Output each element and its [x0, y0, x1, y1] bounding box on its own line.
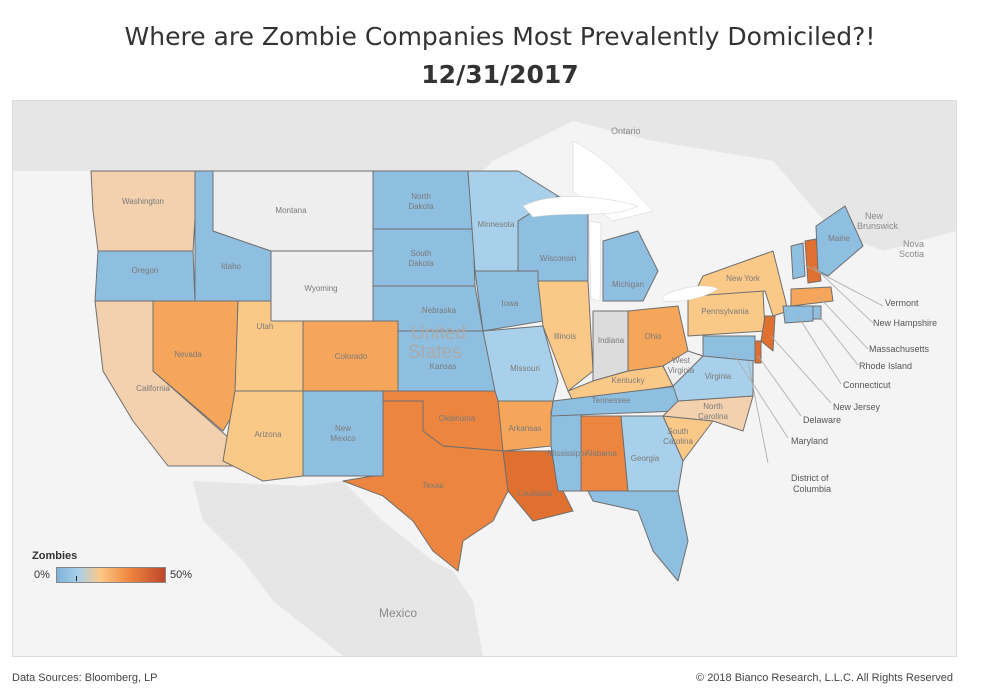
label-state-NE: Nebraska [422, 306, 457, 315]
state-IL[interactable] [537, 280, 594, 392]
label-state-WV-2: Virginia [668, 366, 695, 375]
label-state-UT: Utah [257, 322, 274, 331]
label-state-CA: California [136, 384, 170, 393]
color-legend: Zombies 0% 50% [28, 550, 228, 590]
state-FL[interactable] [587, 490, 689, 582]
label-state-MN: Minnesota [478, 220, 515, 229]
label-state-MS: Mississippi [548, 449, 587, 458]
label-state-NV: Nevada [174, 350, 202, 359]
callout-maryland: Maryland [791, 436, 828, 446]
label-state-IL: Illinois [554, 332, 576, 341]
label-state-MI: Michigan [612, 280, 644, 289]
lake-superior [522, 196, 639, 218]
state-MD[interactable] [702, 335, 756, 362]
label-state-AL: Alabama [585, 449, 617, 458]
callout-dc-line1: District of [791, 473, 829, 483]
state-VT[interactable] [790, 242, 806, 280]
label-nova-scotia-2: Scotia [899, 249, 924, 259]
label-state-NM-1: New [335, 424, 351, 433]
legend-min-label: 0% [34, 569, 50, 581]
label-state-AR: Arkansas [508, 424, 541, 433]
label-united-states-2: States [408, 342, 462, 363]
label-state-MT: Montana [275, 206, 307, 215]
callout-connecticut: Connecticut [843, 380, 891, 390]
label-new-brunswick-2: Brunswick [857, 221, 899, 231]
lake-erie [662, 285, 719, 302]
label-state-WI: Wisconsin [540, 254, 576, 263]
label-nova-scotia-1: Nova [903, 239, 924, 249]
canada-land [13, 101, 956, 251]
legend-max-label: 50% [170, 569, 193, 581]
label-state-NY: New York [726, 274, 761, 283]
label-state-SC-1: South [668, 427, 689, 436]
callout-dc-line2: Columbia [793, 484, 831, 494]
label-state-KS: Kansas [430, 362, 457, 371]
label-state-ME: Maine [828, 234, 850, 243]
data-source-note: Data Sources: Bloomberg, LP [12, 672, 158, 684]
state-IN[interactable] [592, 310, 629, 382]
label-state-WY: Wyoming [304, 284, 337, 293]
label-state-GA: Georgia [631, 454, 660, 463]
state-WA[interactable] [90, 170, 199, 252]
label-state-WA: Washington [122, 197, 164, 206]
copyright-note: © 2018 Bianco Research, L.L.C. All Right… [696, 672, 953, 684]
callout-rhode-island: Rhode Island [859, 361, 912, 371]
label-state-IA: Iowa [502, 299, 519, 308]
label-state-ID: Idaho [221, 262, 242, 271]
label-state-SC-2: Carolina [663, 437, 693, 446]
label-new-brunswick-1: New [865, 211, 884, 221]
label-state-NC-1: North [703, 402, 723, 411]
state-GA[interactable] [620, 415, 684, 492]
map-canvas[interactable]: Ontario New Brunswick Nova Scotia United… [12, 100, 957, 657]
state-LA[interactable] [502, 450, 574, 522]
label-united-states-1: United [411, 323, 466, 344]
state-TX[interactable] [342, 400, 509, 572]
state-OR[interactable] [94, 250, 196, 302]
label-ontario: Ontario [611, 126, 641, 136]
label-state-ND-2: Dakota [408, 202, 434, 211]
label-state-NC-2: Carolina [698, 412, 728, 421]
label-state-VA: Virginia [705, 372, 732, 381]
label-state-OR: Oregon [132, 266, 159, 275]
state-ME[interactable] [815, 205, 864, 277]
label-state-ND-1: North [411, 192, 431, 201]
state-CT[interactable] [782, 305, 814, 324]
label-state-NM-2: Mexico [330, 434, 356, 443]
callout-massachusetts: Massachusetts [869, 344, 930, 354]
label-mexico: Mexico [379, 606, 417, 620]
label-state-TX: Texas [423, 481, 444, 490]
us-states [90, 170, 864, 582]
label-state-PA: Pennsylvania [701, 307, 749, 316]
label-state-IN: Indiana [598, 336, 625, 345]
state-MI[interactable] [602, 230, 659, 302]
callout-delaware: Delaware [803, 415, 841, 425]
label-state-CO: Colorado [335, 352, 368, 361]
legend-title: Zombies [32, 550, 78, 562]
label-state-TN: Tennessee [592, 396, 631, 405]
label-state-SD-1: South [411, 249, 432, 258]
label-state-LA: Louisiana [518, 489, 553, 498]
legend-tick-mark [76, 576, 77, 581]
callout-vermont: Vermont [885, 298, 919, 308]
state-DE[interactable] [754, 340, 762, 364]
chart-title: Where are Zombie Companies Most Prevalen… [124, 22, 876, 51]
mexico-land [193, 481, 483, 656]
callout-new-hampshire: New Hampshire [873, 318, 937, 328]
label-state-AZ: Arizona [254, 430, 282, 439]
lake-michigan [588, 220, 602, 302]
label-state-OH: Ohio [645, 332, 662, 341]
label-state-OK: Oklahoma [439, 414, 476, 423]
chart-subtitle-date: 12/31/2017 [421, 60, 579, 89]
legend-gradient-bar [56, 567, 166, 583]
label-state-WV-1: West [672, 356, 691, 365]
callout-new-jersey: New Jersey [833, 402, 881, 412]
northeast-callouts: Vermont New Hampshire Massachusetts Rhod… [732, 262, 937, 494]
state-NJ[interactable] [760, 315, 776, 352]
state-labels: Washington Oregon California Nevada Idah… [122, 192, 850, 498]
label-state-KY: Kentucky [612, 376, 645, 385]
label-state-MO: Missouri [510, 364, 540, 373]
label-state-SD-2: Dakota [408, 259, 434, 268]
